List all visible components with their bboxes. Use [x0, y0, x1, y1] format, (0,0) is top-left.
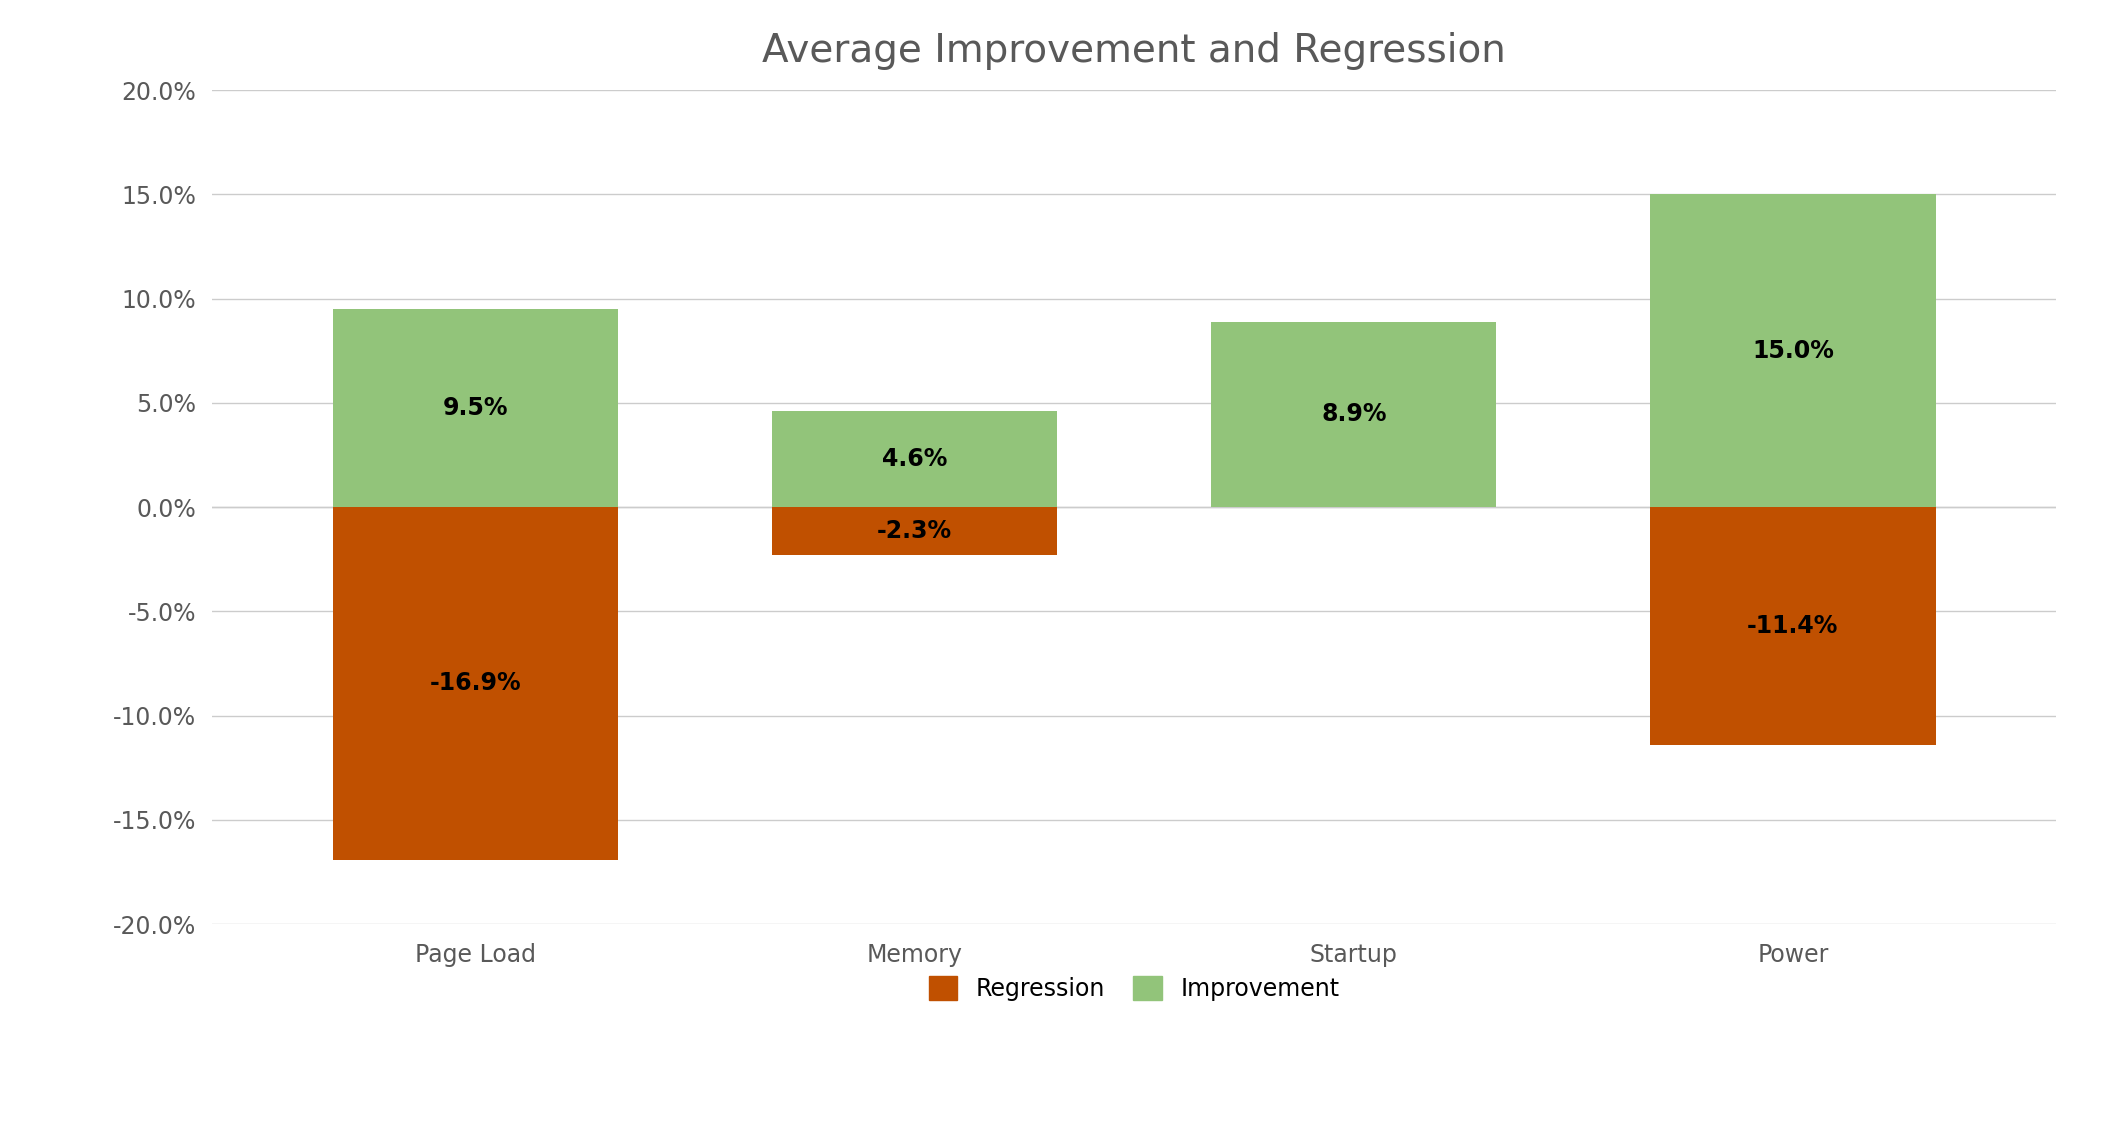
Legend: Regression, Improvement: Regression, Improvement — [916, 964, 1353, 1012]
Text: 4.6%: 4.6% — [882, 447, 948, 471]
Bar — [1211, 321, 1497, 507]
Text: 8.9%: 8.9% — [1321, 402, 1386, 426]
Text: -11.4%: -11.4% — [1747, 614, 1838, 638]
Text: -16.9%: -16.9% — [430, 672, 522, 695]
Bar — [1649, 507, 1936, 745]
Bar — [772, 507, 1058, 556]
Bar — [333, 507, 619, 860]
Bar — [1649, 194, 1936, 507]
Text: 15.0%: 15.0% — [1751, 339, 1834, 363]
Text: -2.3%: -2.3% — [878, 520, 952, 543]
Title: Average Improvement and Regression: Average Improvement and Regression — [763, 33, 1505, 70]
Bar — [772, 411, 1058, 507]
Text: 9.5%: 9.5% — [443, 396, 509, 420]
Bar — [333, 309, 619, 507]
